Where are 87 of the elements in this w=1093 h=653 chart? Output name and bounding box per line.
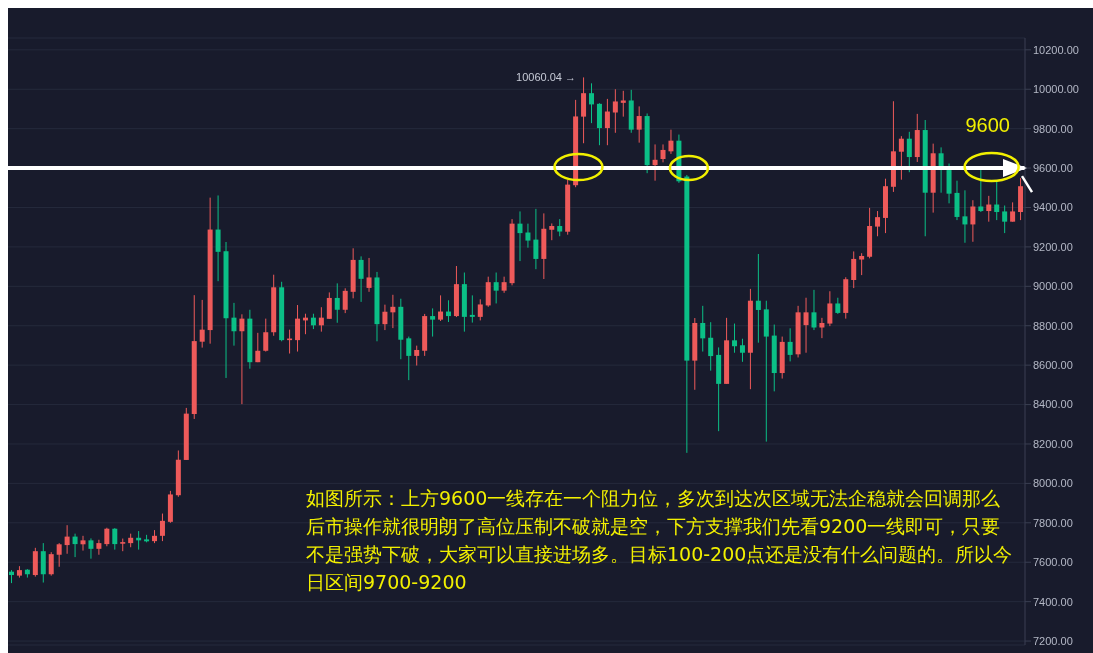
- y-tick-label: 7800.00: [1033, 516, 1073, 529]
- candlestick: [334, 282, 340, 324]
- candlestick: [898, 135, 904, 181]
- y-tick-label: 10200.00: [1033, 43, 1079, 56]
- candlestick: [1010, 201, 1016, 223]
- y-tick-label: 7600.00: [1033, 556, 1073, 569]
- candlestick: [517, 210, 523, 262]
- candlestick: [239, 313, 245, 405]
- candlestick: [525, 223, 531, 249]
- candlestick: [533, 208, 539, 270]
- y-tick-label: 9800.00: [1033, 122, 1073, 135]
- y-tick-label: 8000.00: [1033, 477, 1073, 490]
- y-tick-label: 9400.00: [1033, 201, 1073, 214]
- candlestick: [708, 321, 714, 372]
- candlestick: [819, 317, 825, 339]
- y-tick-label: 9600.00: [1033, 161, 1073, 174]
- candlestick: [811, 289, 817, 331]
- candlestick: [787, 327, 793, 362]
- candlestick: [32, 547, 38, 578]
- candlestick: [159, 513, 165, 542]
- candlestick: [660, 143, 666, 163]
- candlestick: [358, 255, 364, 303]
- y-tick-label: 8400.00: [1033, 398, 1073, 411]
- candlestick: [1002, 205, 1008, 234]
- candlestick: [40, 542, 46, 584]
- candlestick: [112, 527, 118, 551]
- candlestick: [48, 551, 54, 577]
- candlestick: [56, 542, 62, 568]
- annotation: 如图所示：上方9600一线存在一个阻力位，多次到达次区域无法企稳就会回调那么后市操作就很明朗了高位压制不破就是空，下方支撑我们先看9200一线即可，只要不是强势下破，大家可以直接进场多。目标100-200点还是没有什么问题的。所以今日区间9700-9200: [306, 486, 1014, 595]
- candlestick: [589, 82, 595, 124]
- candlestick: [581, 76, 587, 144]
- candlestick: [80, 535, 86, 552]
- candlestick: [652, 143, 658, 182]
- candlestick: [755, 253, 761, 344]
- candlestick: [382, 304, 388, 331]
- candlestick: [946, 163, 952, 204]
- candlestick: [620, 90, 626, 118]
- candlestick: [414, 345, 420, 367]
- candlestick: [636, 105, 642, 144]
- candlestick: [438, 294, 444, 322]
- candlestick: [962, 189, 968, 244]
- y-tick-label: 7200.00: [1033, 634, 1073, 647]
- y-tick-label: 7400.00: [1033, 595, 1073, 608]
- candlestick: [342, 287, 348, 314]
- candlestick: [104, 527, 110, 547]
- candlestick: [986, 195, 992, 223]
- candlestick: [994, 180, 1000, 221]
- candlestick: [477, 298, 483, 321]
- candlestick: [668, 129, 674, 155]
- candlestick: [485, 276, 491, 308]
- candlestick: [88, 537, 94, 560]
- candlestick: [255, 332, 261, 363]
- candlestick: [739, 338, 745, 363]
- y-tick-label: 8800.00: [1033, 319, 1073, 332]
- candlestick: [803, 297, 809, 354]
- candlestick: [859, 252, 865, 276]
- candlestick: [732, 323, 738, 354]
- y-tick-label: 10000.00: [1033, 83, 1079, 96]
- candlestick: [612, 88, 618, 134]
- candlestick: [231, 302, 237, 347]
- candlestick: [326, 291, 332, 320]
- y-tick-label: 8600.00: [1033, 359, 1073, 372]
- candlestick: [700, 305, 706, 353]
- candlestick: [604, 98, 610, 146]
- candlestick: [875, 210, 881, 237]
- y-tick-label: 8200.00: [1033, 437, 1073, 450]
- candlestick: [366, 257, 372, 293]
- candlestick: [469, 294, 475, 324]
- candlestick: [72, 533, 78, 558]
- candlestick: [96, 539, 102, 556]
- candlestick: [263, 318, 269, 353]
- candlestick: [827, 290, 833, 327]
- candlestick: [406, 336, 412, 381]
- candlestick: [295, 304, 301, 353]
- candlestick: [970, 199, 976, 243]
- y-tick-label: 9000.00: [1033, 280, 1073, 293]
- candlestick: [199, 299, 205, 349]
- y-tick-label: 9200.00: [1033, 240, 1073, 253]
- candlestick: [318, 306, 324, 333]
- candlestick: [215, 194, 221, 282]
- annotation: 10060.04 →: [516, 71, 577, 84]
- ref-line-label: 9600: [965, 114, 1010, 137]
- candlestick: [64, 524, 70, 555]
- candlestick: [906, 131, 912, 173]
- candlestick: [851, 250, 857, 289]
- candlestick: [493, 272, 499, 304]
- candlestick: [430, 307, 436, 338]
